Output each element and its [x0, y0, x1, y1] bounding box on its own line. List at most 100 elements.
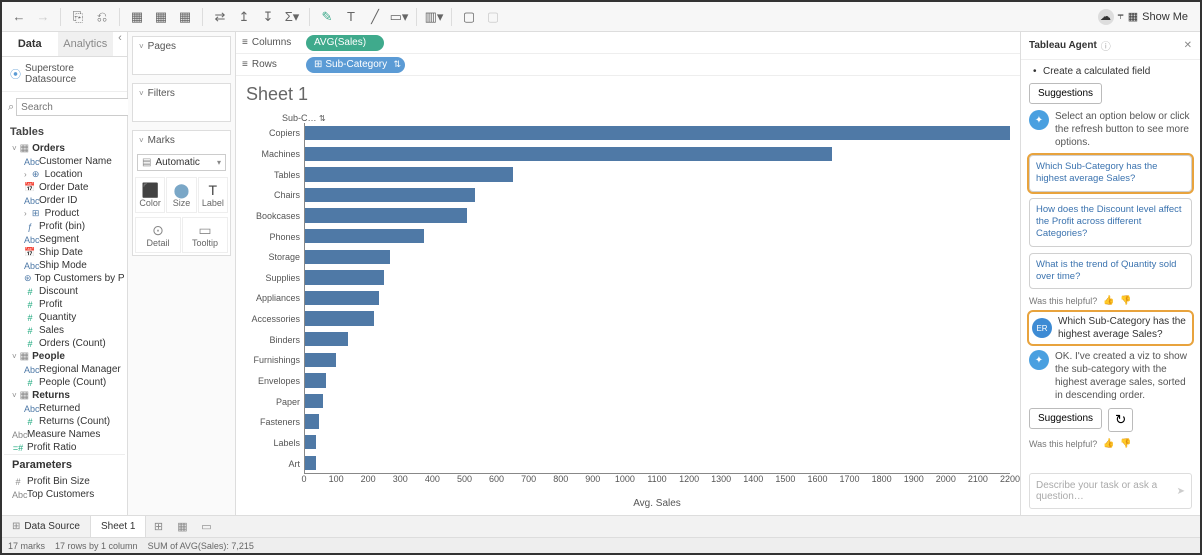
field-item[interactable]: =# Profit Ratio — [4, 441, 125, 454]
field-item[interactable]: 📅 Ship Date — [4, 246, 125, 259]
bar[interactable] — [305, 370, 326, 391]
bar[interactable] — [305, 432, 316, 453]
bar[interactable] — [305, 164, 513, 185]
thumbs-up-icon[interactable]: 👍 — [1103, 295, 1114, 306]
back-icon[interactable]: ← — [8, 6, 30, 28]
info-icon[interactable]: ⓘ — [1101, 38, 1111, 53]
marks-size[interactable]: ⬤Size — [166, 177, 196, 213]
field-item[interactable]: Abc Measure Names — [4, 428, 125, 441]
marks-label[interactable]: TLabel — [198, 177, 228, 213]
bar[interactable] — [305, 308, 374, 329]
bar[interactable] — [305, 185, 475, 206]
suggestions-button[interactable]: Suggestions — [1029, 83, 1102, 104]
field-item[interactable]: Abc Returned — [4, 402, 125, 415]
refresh-button[interactable]: ↻ — [1108, 408, 1133, 432]
suggestions-button-2[interactable]: Suggestions — [1029, 408, 1102, 429]
new-sheet-icon[interactable]: ⊞ — [146, 520, 170, 533]
tab-sheet-1[interactable]: Sheet 1 — [91, 516, 146, 537]
line-icon[interactable]: ╱ — [364, 6, 386, 28]
columns-pill[interactable]: AVG(Sales) — [306, 35, 384, 51]
suggestion-card-2[interactable]: How does the Discount level affect the P… — [1029, 198, 1192, 247]
thumbs-down-icon[interactable]: 👎 — [1120, 295, 1131, 306]
sort-asc-icon[interactable]: ↥ — [233, 6, 255, 28]
datasource-row[interactable]: ⦿ Superstore Datasource — [2, 57, 127, 92]
forward-icon[interactable]: → — [32, 6, 54, 28]
columns-shelf[interactable]: ≡Columns AVG(Sales) — [236, 32, 1020, 54]
pages-shelf[interactable]: ˅Pages — [132, 36, 231, 75]
fit-icon[interactable]: ▭▾ — [388, 6, 410, 28]
field-item[interactable]: # Discount — [4, 285, 125, 298]
bar[interactable] — [305, 144, 832, 165]
totals-icon[interactable]: Σ▾ — [281, 6, 303, 28]
thumbs-down-icon[interactable]: 👎 — [1120, 438, 1131, 449]
bar[interactable] — [305, 247, 390, 268]
rows-pill[interactable]: ⊞Sub-Category⇅ — [306, 57, 405, 73]
field-item[interactable]: Abc Order ID — [4, 194, 125, 207]
field-item[interactable]: Abc Customer Name — [4, 155, 125, 168]
bar[interactable] — [305, 452, 316, 473]
save-icon[interactable]: ⎘ — [67, 6, 89, 28]
field-item[interactable]: # Profit — [4, 298, 125, 311]
field-item[interactable]: # Quantity — [4, 311, 125, 324]
thumbs-up-icon[interactable]: 👍 — [1103, 438, 1114, 449]
swap-icon[interactable]: ⇄ — [209, 6, 231, 28]
dup-ws-icon[interactable]: ▦ — [150, 6, 172, 28]
text-icon[interactable]: T — [340, 6, 362, 28]
field-item[interactable]: # Sales — [4, 324, 125, 337]
bar[interactable] — [305, 226, 424, 247]
collapse-icon[interactable]: ‹ — [113, 32, 127, 56]
suggestion-card-3[interactable]: What is the trend of Quantity sold over … — [1029, 253, 1192, 290]
field-item[interactable]: 📅 Order Date — [4, 181, 125, 194]
highlight-icon[interactable]: ✎ — [316, 6, 338, 28]
bar[interactable] — [305, 391, 323, 412]
new-story-icon[interactable]: ▭ — [194, 520, 218, 533]
field-item[interactable]: ⊛ Top Customers by P… — [4, 272, 125, 285]
marks-tooltip[interactable]: ▭Tooltip — [182, 217, 228, 253]
tab-data-source[interactable]: ⊞Data Source — [2, 516, 91, 537]
close-icon[interactable]: ✕ — [1184, 40, 1192, 51]
bar[interactable] — [305, 267, 384, 288]
show-me-button[interactable]: ☁ ⫧ ▦ Show Me — [1092, 9, 1194, 25]
agent-input[interactable]: Describe your task or ask a question… ➤ — [1029, 473, 1192, 509]
parameter-item[interactable]: Abc Top Customers — [4, 488, 125, 501]
chart-type-icon[interactable]: ▥▾ — [423, 6, 445, 28]
filters-shelf[interactable]: ˅Filters — [132, 83, 231, 122]
tree-group[interactable]: ˅ ▦ Orders — [4, 142, 125, 155]
bar[interactable] — [305, 288, 379, 309]
bar[interactable] — [305, 205, 467, 226]
sheet-title[interactable]: Sheet 1 — [236, 76, 1020, 113]
suggestion-card-1[interactable]: Which Sub-Category has the highest avera… — [1029, 155, 1192, 192]
sort-desc-icon[interactable]: ↧ — [257, 6, 279, 28]
format-icon: ⫧ — [1118, 10, 1124, 23]
field-item[interactable]: # People (Count) — [4, 376, 125, 389]
clear-ws-icon[interactable]: ▦ — [174, 6, 196, 28]
field-item[interactable]: # Orders (Count) — [4, 337, 125, 350]
bar[interactable] — [305, 411, 319, 432]
chart-plot[interactable] — [304, 123, 1010, 474]
new-dashboard-icon[interactable]: ▦ — [170, 520, 194, 533]
field-item[interactable]: Abc Ship Mode — [4, 259, 125, 272]
rows-shelf[interactable]: ≡Rows ⊞Sub-Category⇅ — [236, 54, 1020, 76]
marks-type-select[interactable]: ▤ Automatic ▾ — [137, 154, 226, 171]
bar[interactable] — [305, 123, 1010, 144]
marks-detail[interactable]: ⊙Detail — [135, 217, 181, 253]
marks-color[interactable]: ⬛Color — [135, 177, 165, 213]
field-item[interactable]: ƒ Profit (bin) — [4, 220, 125, 233]
tab-analytics[interactable]: Analytics — [58, 32, 114, 56]
new-ws-icon[interactable]: ▦ — [126, 6, 148, 28]
tab-data[interactable]: Data — [2, 32, 58, 56]
field-item[interactable]: # Returns (Count) — [4, 415, 125, 428]
field-item[interactable]: › ⊞ Product — [4, 207, 125, 220]
field-item[interactable]: Abc Segment — [4, 233, 125, 246]
present-icon[interactable]: ▢ — [458, 6, 480, 28]
revert-icon[interactable]: ⎌ — [91, 6, 113, 28]
field-item[interactable]: › ⊕ Location — [4, 168, 125, 181]
bar[interactable] — [305, 349, 336, 370]
field-item[interactable]: Abc Regional Manager — [4, 363, 125, 376]
bar[interactable] — [305, 329, 348, 350]
parameter-item[interactable]: # Profit Bin Size — [4, 475, 125, 488]
send-icon[interactable]: ➤ — [1177, 486, 1185, 497]
tree-group[interactable]: ˅ ▦ Returns — [4, 389, 125, 402]
share-icon[interactable]: ▢ — [482, 6, 504, 28]
tree-group[interactable]: ˅ ▦ People — [4, 350, 125, 363]
